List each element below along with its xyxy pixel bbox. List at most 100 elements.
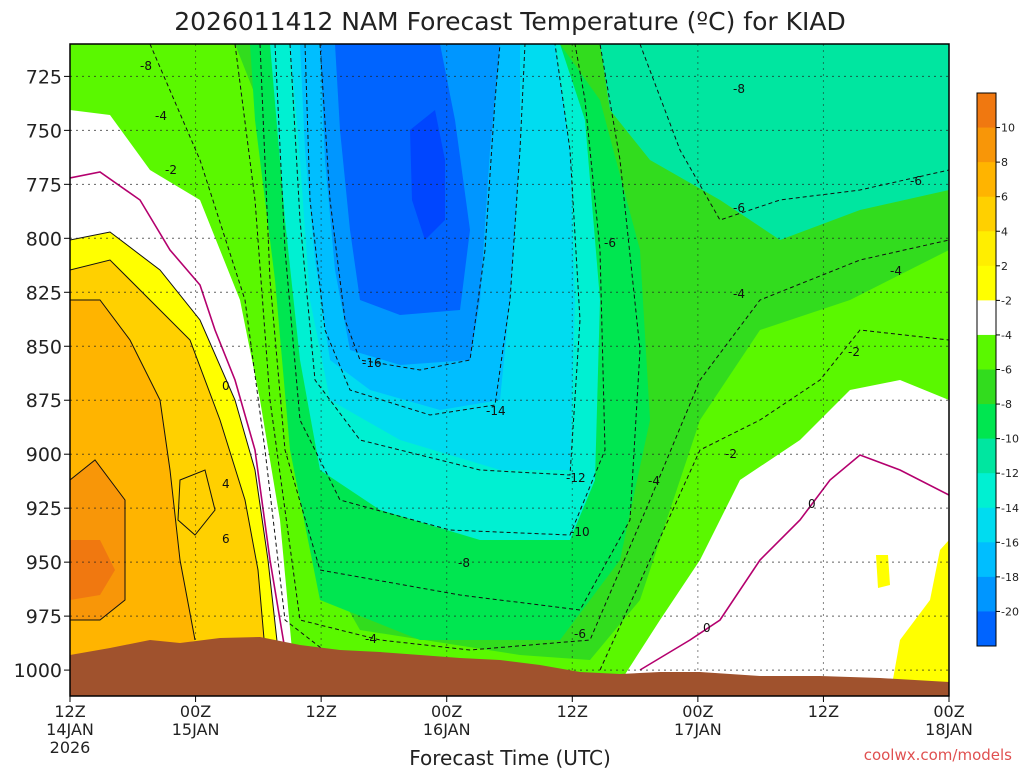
x-axis-label: Forecast Time (UTC): [409, 746, 611, 768]
y-tick-label: 900: [26, 444, 62, 466]
plot-frame: [69, 43, 950, 697]
contour-label: -4: [648, 474, 660, 488]
legend-label: 8: [1001, 156, 1008, 169]
x-tick-label: 00Z: [933, 702, 964, 721]
isotherm-positive: [177, 469, 216, 536]
contour-label: -4: [365, 632, 377, 646]
legend-swatch: [977, 300, 996, 336]
isotherm-positive: [70, 459, 126, 621]
contour-label: -2: [848, 345, 860, 359]
y-tick-label: 725: [26, 66, 62, 88]
legend-label: -10: [1001, 433, 1019, 446]
legend-swatch: [977, 611, 996, 647]
x-tick-label: 18JAN: [925, 720, 973, 739]
legend-label: -8: [1001, 398, 1012, 411]
legend-label: -4: [1001, 329, 1012, 342]
legend-label: -12: [1001, 467, 1019, 480]
legend-label: 10: [1001, 122, 1015, 135]
contour-label: -14: [486, 404, 506, 418]
isotherm-lines: [70, 44, 949, 671]
isotherm-negative: [304, 44, 526, 416]
ground-terrain: [70, 637, 949, 696]
legend-swatch: [977, 196, 996, 232]
contour-label: -6: [574, 627, 586, 641]
x-tick-label: 12Z: [808, 702, 839, 721]
y-tick-label: 1000: [14, 660, 62, 682]
legend-label: 2: [1001, 260, 1008, 273]
x-tick-label: 16JAN: [423, 720, 471, 739]
x-tick-label: 17JAN: [674, 720, 722, 739]
plot-area: -4 -2 0 4 6 -16 -14 -12 -10 -8 -6 -4 -6 …: [70, 44, 949, 696]
field-2c-right: [890, 540, 949, 696]
legend-swatch: [977, 93, 996, 129]
contour-label: 4: [222, 477, 230, 491]
legend-label: -20: [1001, 605, 1019, 618]
x-tick-label: 12Z: [305, 702, 336, 721]
x-tick-label: 00Z: [180, 702, 211, 721]
contour-label: -6: [733, 201, 745, 215]
freezing-line: [70, 171, 286, 651]
isotherm-negative: [234, 44, 949, 651]
grid-lines: [70, 44, 949, 696]
contour-label: 0: [222, 379, 230, 393]
contour-label: -4: [155, 109, 167, 123]
y-tick-label: 925: [26, 498, 62, 520]
x-tick-label: 00Z: [431, 702, 462, 721]
isotherm-negative: [149, 44, 331, 656]
y-tick-label: 950: [26, 552, 62, 574]
isotherm-negative: [289, 44, 581, 476]
field-10c-region: [70, 540, 115, 600]
legend-swatch: [977, 438, 996, 474]
x-tick-label: 12Z: [54, 702, 85, 721]
field-2c-patch: [876, 555, 890, 588]
field-minus18-region: [335, 44, 470, 315]
contour-label: -4: [890, 264, 902, 278]
field-minus20-region: [410, 110, 445, 240]
y-tick-label: 975: [26, 606, 62, 628]
legend-swatch: [977, 507, 996, 543]
y-tick-label: 850: [26, 336, 62, 358]
legend-swatch: [977, 404, 996, 440]
legend-label: 4: [1001, 225, 1008, 238]
y-tick-label: 825: [26, 282, 62, 304]
contour-label: -6: [910, 174, 922, 188]
isotherm-negative: [319, 44, 501, 371]
contour-label: -16: [362, 356, 382, 370]
isotherm-negative: [259, 44, 641, 611]
x-tick-label: 00Z: [682, 702, 713, 721]
legend-swatch: [977, 542, 996, 578]
legend-label: -16: [1001, 536, 1019, 549]
field-minus8-upper-right: [600, 44, 949, 240]
y-tick-label: 750: [26, 120, 62, 142]
y-tick-label: 775: [26, 174, 62, 196]
y-axis: 725 750 775 800 825 850 875 900 925 950 975 1000: [14, 66, 70, 682]
contour-label: -4: [733, 287, 745, 301]
contour-label: 0: [808, 497, 816, 511]
legend-label: 6: [1001, 191, 1008, 204]
y-tick-label: 800: [26, 228, 62, 250]
contour-label: -6: [604, 236, 616, 250]
isotherm-negative: [639, 44, 949, 221]
contour-label: 6: [222, 532, 230, 546]
color-legend: 10 8 6 4 2 -2 -4 -6 -8 -10 -12 -14 -16 -18 -20: [976, 92, 1019, 647]
contour-label: -8: [458, 556, 470, 570]
contour-label: -8: [733, 82, 745, 96]
legend-swatch: [977, 231, 996, 267]
legend-swatch: [977, 369, 996, 405]
credit-text: coolwx.com/models: [864, 746, 1012, 764]
chart-title: 2026011412 NAM Forecast Temperature (ºC)…: [174, 7, 846, 36]
x-tick-label: 12Z: [557, 702, 588, 721]
contour-label: -2: [165, 163, 177, 177]
legend-swatch: [977, 473, 996, 509]
legend-swatch: [977, 576, 996, 612]
legend-label: -14: [1001, 502, 1019, 515]
contour-label: -12: [566, 471, 586, 485]
legend-swatch: [977, 127, 996, 163]
legend-label: -6: [1001, 364, 1012, 377]
legend-swatch: [977, 265, 996, 301]
x-tick-label: 14JAN: [46, 720, 94, 739]
x-tick-label: 15JAN: [172, 720, 220, 739]
legend-swatch: [977, 162, 996, 198]
